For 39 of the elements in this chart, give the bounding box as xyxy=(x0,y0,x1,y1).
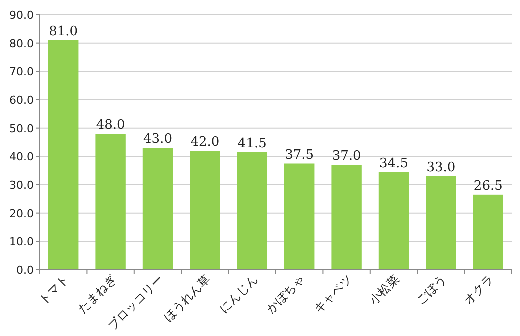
data-label: 34.5 xyxy=(380,156,408,172)
y-tick-label: 10.0 xyxy=(10,236,34,249)
x-tick-label: 小松菜 xyxy=(366,272,402,308)
bar xyxy=(237,152,268,270)
x-tick-label: にんじん xyxy=(216,272,261,316)
y-tick-label: 20.0 xyxy=(10,207,34,220)
data-label: 37.5 xyxy=(285,148,314,163)
bar xyxy=(48,40,79,270)
y-tick-label: 40.0 xyxy=(10,150,34,164)
bar xyxy=(378,172,410,270)
data-label: 43.0 xyxy=(144,132,172,148)
data-label: 26.5 xyxy=(474,178,503,194)
x-tick-label: キャベツ xyxy=(311,272,355,316)
y-tick-label: 80.0 xyxy=(10,37,34,50)
x-tick-label: オクラ xyxy=(461,272,497,308)
bar xyxy=(332,165,362,270)
bar xyxy=(190,151,220,270)
x-tick-label: トマト xyxy=(36,272,72,308)
data-label: 37.0 xyxy=(332,149,362,164)
y-tick-label: 90.0 xyxy=(10,9,34,22)
y-tick-label: 50.0 xyxy=(10,122,34,136)
x-tick-label: ほうれん草 xyxy=(160,272,214,325)
bar xyxy=(473,194,504,270)
data-label: 33.0 xyxy=(426,160,456,176)
y-tick-label: 60.0 xyxy=(10,94,34,107)
data-label: 81.0 xyxy=(49,24,78,40)
bar xyxy=(426,176,456,270)
y-tick-label: 0.0 xyxy=(16,264,34,277)
data-label: 41.5 xyxy=(238,136,267,152)
bar xyxy=(142,148,174,270)
x-tick-label: たまねぎ xyxy=(75,272,119,316)
bar xyxy=(284,164,315,270)
x-tick-label: ごぼう xyxy=(414,272,450,308)
data-label: 42.0 xyxy=(190,135,220,150)
x-tick-label: かぼちゃ xyxy=(264,272,308,316)
data-label: 48.0 xyxy=(96,118,126,133)
bar xyxy=(96,134,126,270)
y-tick-label: 70.0 xyxy=(10,66,34,79)
y-tick-label: 30.0 xyxy=(10,179,34,192)
